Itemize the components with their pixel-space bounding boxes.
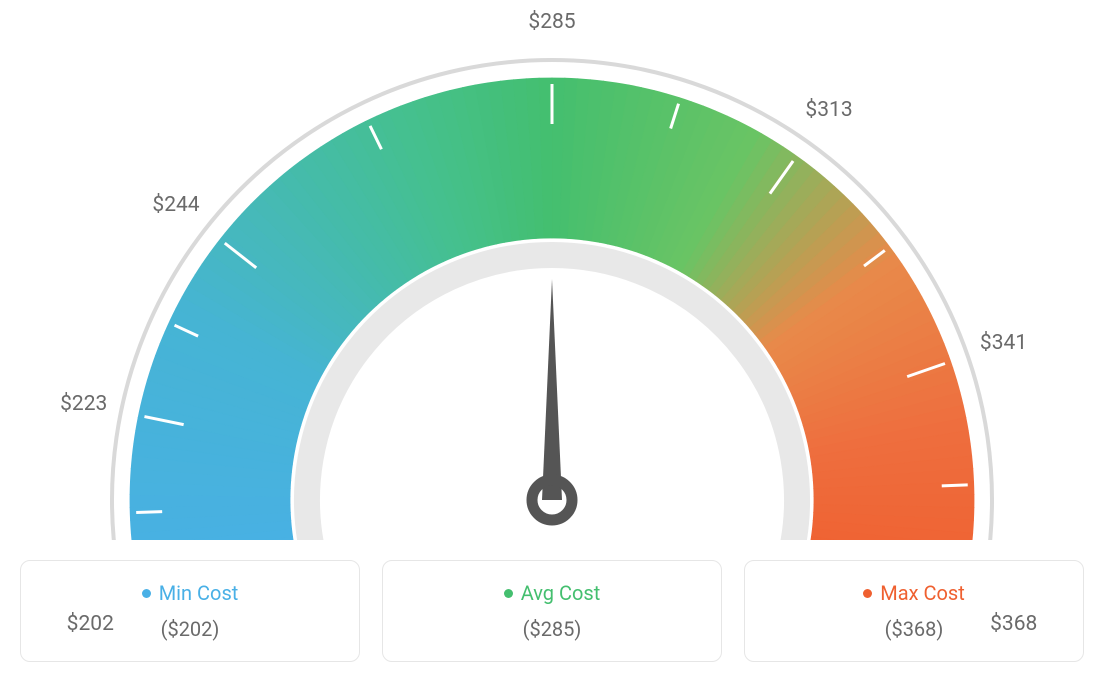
legend-row: Min Cost ($202) Avg Cost ($285) Max Cost…: [20, 560, 1084, 662]
gauge-chart: $202$223$244$285$313$341$368: [20, 20, 1084, 540]
dot-icon: [863, 589, 872, 598]
legend-title-max: Max Cost: [863, 581, 965, 605]
legend-card-avg: Avg Cost ($285): [382, 560, 722, 662]
legend-label-avg: Avg Cost: [521, 581, 601, 605]
gauge-tick-label: $223: [60, 392, 107, 416]
legend-label-max: Max Cost: [880, 581, 965, 605]
gauge-svg: [20, 20, 1084, 540]
gauge-tick-label: $368: [990, 612, 1037, 636]
gauge-tick-label: $341: [980, 331, 1027, 355]
legend-label-min: Min Cost: [159, 581, 239, 605]
legend-title-avg: Avg Cost: [504, 581, 601, 605]
legend-value-avg: ($285): [393, 617, 711, 641]
dot-icon: [504, 589, 513, 598]
dot-icon: [142, 589, 151, 598]
gauge-tick-label: $244: [152, 193, 199, 217]
gauge-tick-label: $313: [805, 98, 852, 122]
gauge-tick-label: $202: [67, 612, 114, 636]
legend-title-min: Min Cost: [142, 581, 239, 605]
gauge-tick-label: $285: [528, 10, 575, 34]
